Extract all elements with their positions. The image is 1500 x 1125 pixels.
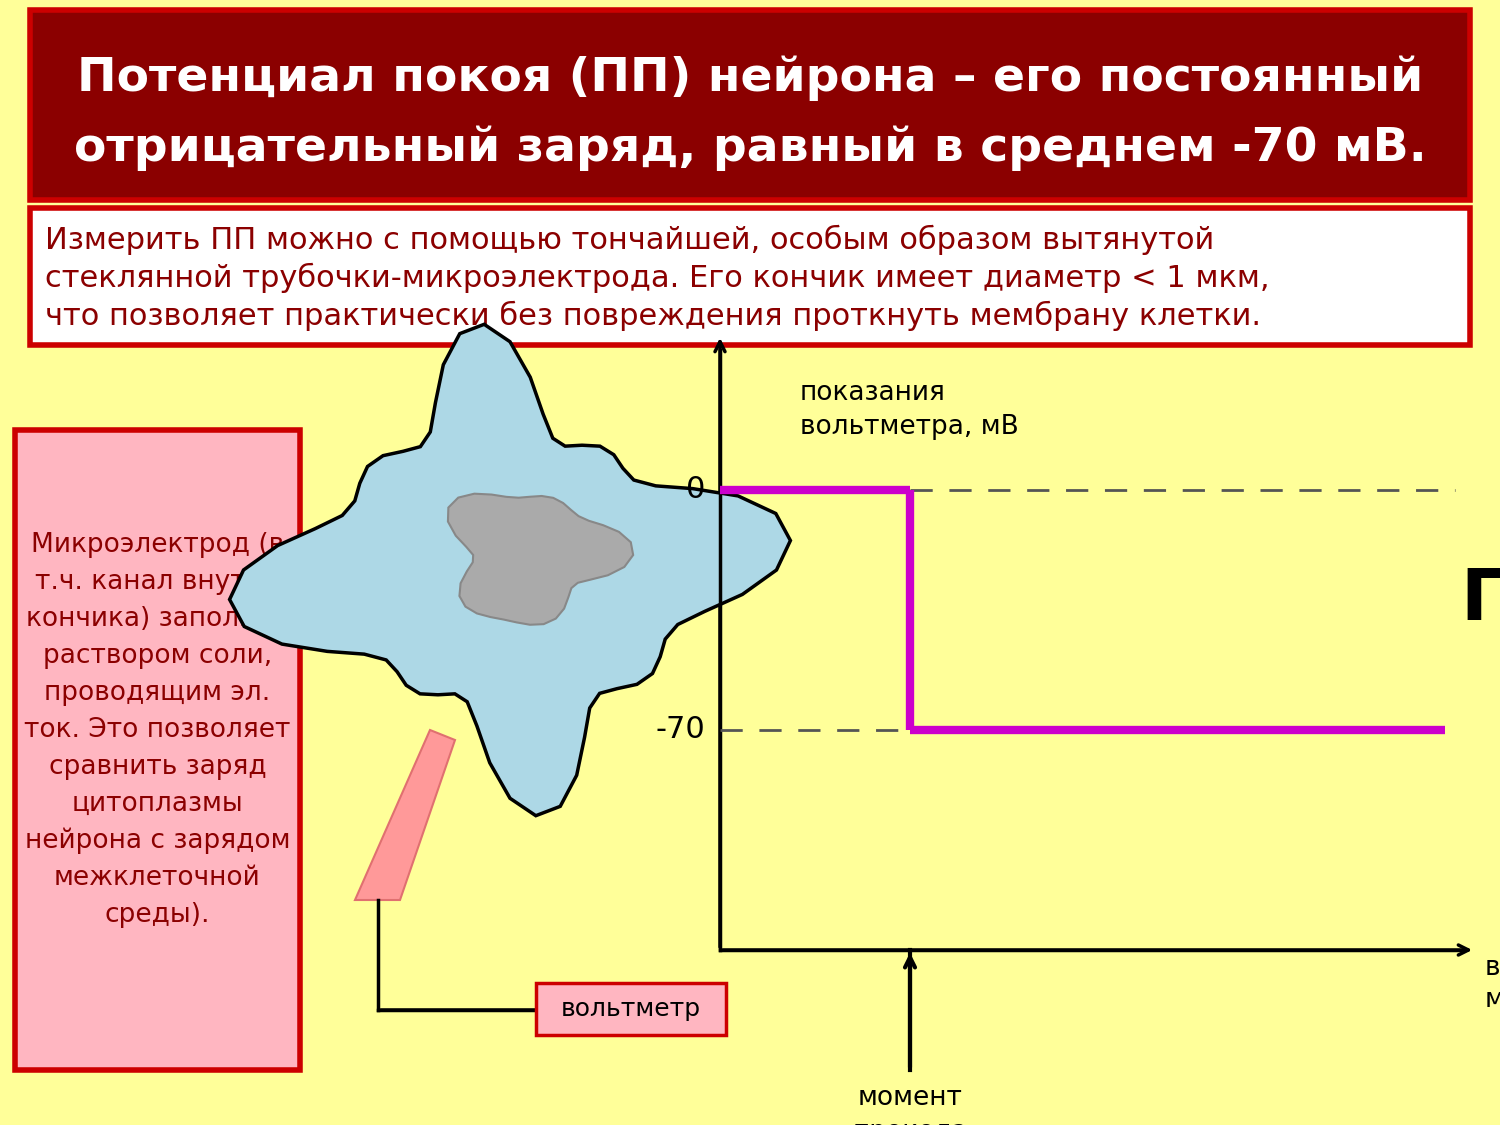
Text: -70: -70: [656, 716, 705, 745]
Text: время,
мин: время, мин: [1485, 955, 1500, 1012]
Text: отрицательный заряд, равный в среднем -70 мВ.: отрицательный заряд, равный в среднем -7…: [74, 125, 1426, 171]
Text: Потенциал покоя (ПП) нейрона – его постоянный: Потенциал покоя (ПП) нейрона – его посто…: [76, 55, 1423, 101]
Text: стеклянной трубочки-микроэлектрода. Его кончик имеет диаметр < 1 мкм,: стеклянной трубочки-микроэлектрода. Его …: [45, 263, 1269, 294]
Polygon shape: [448, 494, 633, 624]
Text: вольтметр: вольтметр: [561, 997, 700, 1022]
Text: показания
вольтметра, мВ: показания вольтметра, мВ: [800, 380, 1018, 440]
Text: момент
прокола
мембраны: момент прокола мембраны: [839, 1084, 981, 1125]
Text: что позволяет практически без повреждения проткнуть мембрану клетки.: что позволяет практически без повреждени…: [45, 300, 1262, 331]
Text: 0: 0: [686, 476, 705, 504]
Bar: [30, 10, 1470, 200]
Polygon shape: [356, 730, 454, 900]
Text: Измерить ПП можно с помощью тончайшей, особым образом вытянутой: Измерить ПП можно с помощью тончайшей, о…: [45, 225, 1215, 255]
Text: Микроэлектрод (в
т.ч. канал внутри
кончика) заполнен
раствором соли,
проводящим : Микроэлектрод (в т.ч. канал внутри кончи…: [24, 532, 291, 928]
Text: ПП: ПП: [1460, 566, 1500, 634]
Polygon shape: [230, 324, 790, 816]
Bar: [30, 208, 1470, 345]
Bar: [536, 983, 726, 1035]
Bar: [15, 430, 300, 1070]
